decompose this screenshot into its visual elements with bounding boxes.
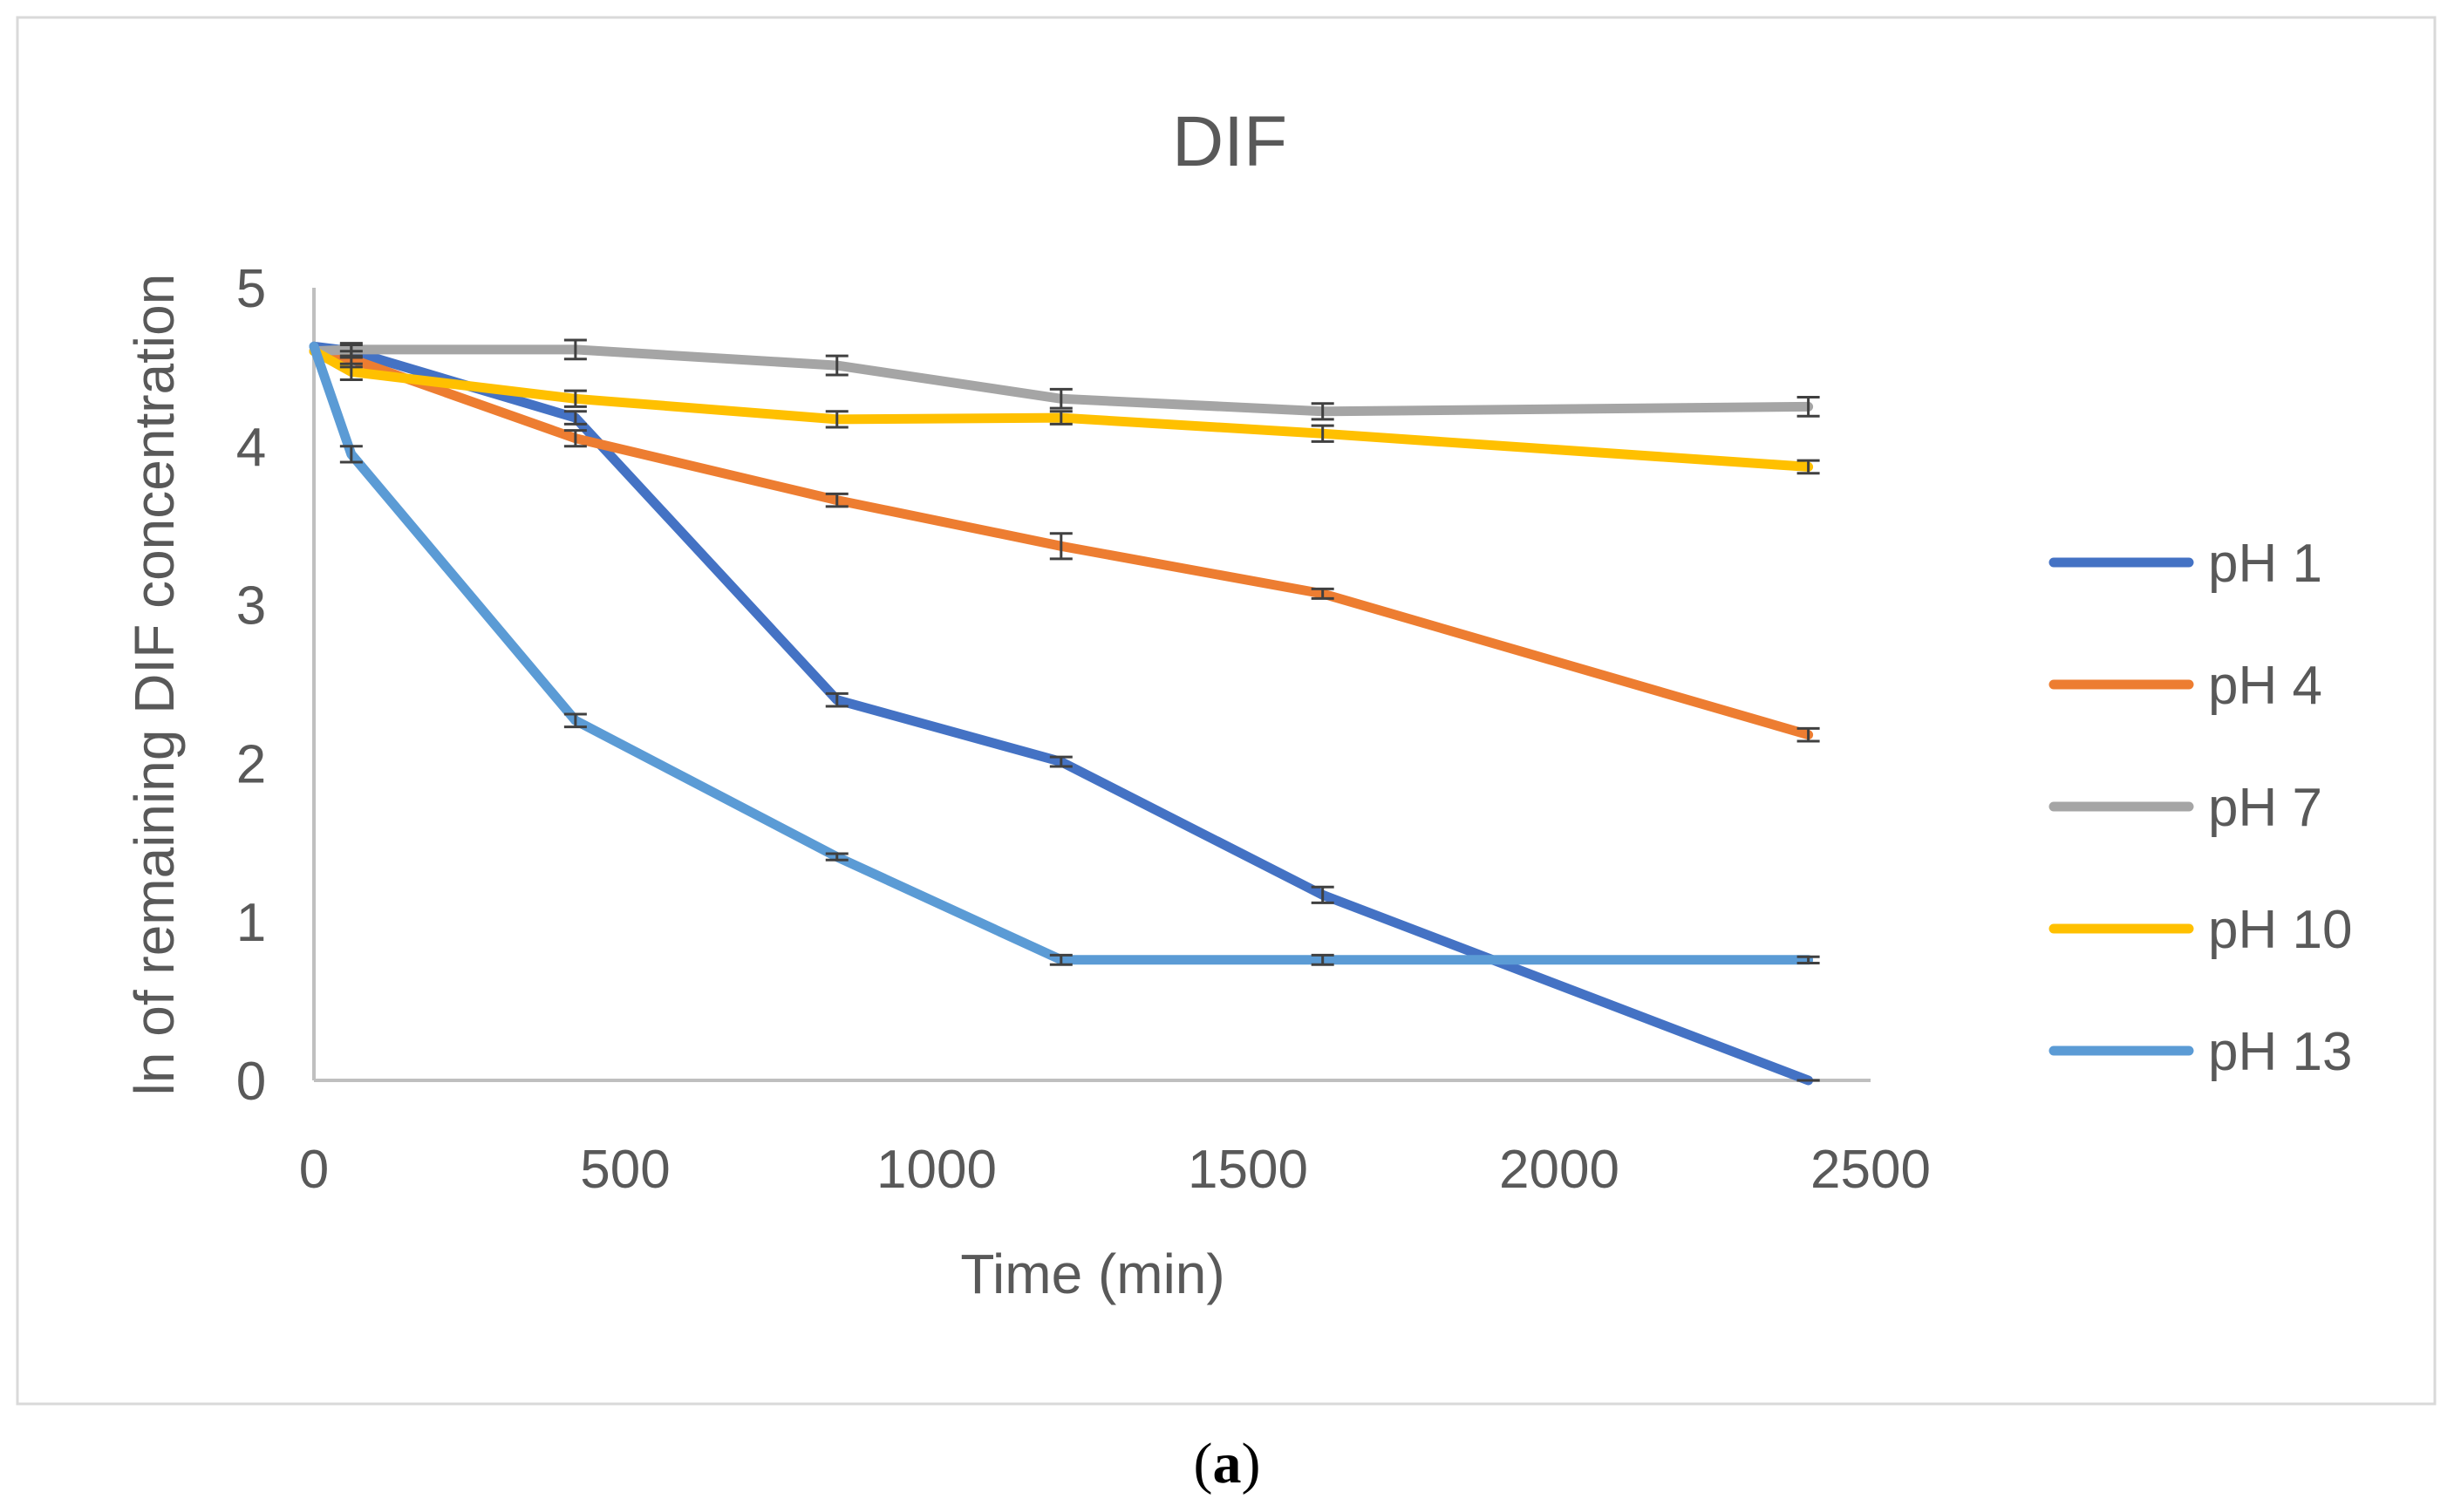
y-tick-label: 4 <box>236 418 266 478</box>
error-bar <box>563 712 587 729</box>
caption-letter: a <box>1213 1432 1242 1495</box>
legend: pH 1 pH 4 pH 7 pH 10 pH 13 <box>2048 534 2352 1082</box>
x-axis-title: Time (min) <box>960 1243 1224 1305</box>
legend-label: pH 7 <box>2208 778 2322 838</box>
x-tick-label: 1500 <box>1188 1140 1308 1200</box>
error-bar <box>1311 424 1334 443</box>
legend-item-ph-7: pH 7 <box>2048 778 2322 838</box>
y-tick-label: 5 <box>236 259 266 319</box>
x-tick-label: 2000 <box>1499 1140 1619 1200</box>
y-tick-label: 2 <box>236 734 266 794</box>
error-bar <box>339 445 363 464</box>
error-bars <box>339 338 1820 1082</box>
error-bar <box>563 389 587 408</box>
x-tick-labels: 0 500 1000 1500 2000 2500 <box>299 1140 1931 1200</box>
chart-title: DIF <box>1172 102 1287 181</box>
caption-close-paren: ) <box>1242 1432 1261 1495</box>
error-bar <box>1049 755 1073 768</box>
legend-label: pH 10 <box>2208 900 2352 960</box>
y-tick-labels: 0 1 2 3 4 5 <box>236 259 266 1112</box>
error-bar <box>1796 395 1820 418</box>
caption-open-paren: ( <box>1194 1432 1213 1495</box>
x-tick-label: 1000 <box>876 1140 997 1200</box>
legend-label: pH 4 <box>2208 656 2322 716</box>
error-bar <box>563 429 587 448</box>
error-bar <box>1049 532 1073 561</box>
x-tick-label: 500 <box>580 1140 670 1200</box>
y-axis-title: ln of remaining DIF concentration <box>123 274 186 1096</box>
error-bar <box>339 362 363 381</box>
error-bar <box>1311 953 1334 966</box>
legend-item-ph-10: pH 10 <box>2048 900 2352 960</box>
x-tick-label: 0 <box>299 1140 329 1200</box>
error-bar <box>1796 726 1820 743</box>
legend-item-ph-4: pH 4 <box>2048 656 2322 716</box>
error-bar <box>1049 410 1073 426</box>
error-bar <box>1049 387 1073 410</box>
chart-frame <box>16 16 2437 1406</box>
error-bar <box>1796 459 1820 475</box>
error-bar <box>563 410 587 426</box>
legend-label: pH 13 <box>2208 1022 2352 1082</box>
error-bar <box>339 342 363 358</box>
error-bar <box>825 354 849 377</box>
error-bar <box>1311 402 1334 421</box>
y-tick-label: 3 <box>236 576 266 637</box>
figure-caption: (a) <box>1194 1432 1261 1495</box>
error-bar <box>1049 953 1073 966</box>
error-bar <box>1311 587 1334 600</box>
error-bar <box>1311 885 1334 904</box>
error-bar <box>825 410 849 429</box>
error-bar <box>825 852 849 862</box>
legend-item-ph-1: pH 1 <box>2048 534 2322 594</box>
legend-item-ph-13: pH 13 <box>2048 1022 2352 1082</box>
error-bar <box>825 492 849 508</box>
y-tick-label: 0 <box>236 1052 266 1112</box>
y-tick-label: 1 <box>236 893 266 953</box>
x-tick-label: 2500 <box>1810 1140 1931 1200</box>
error-bar <box>825 691 849 708</box>
error-bar <box>563 338 587 361</box>
error-bar <box>1796 955 1820 964</box>
legend-label: pH 1 <box>2208 534 2322 594</box>
